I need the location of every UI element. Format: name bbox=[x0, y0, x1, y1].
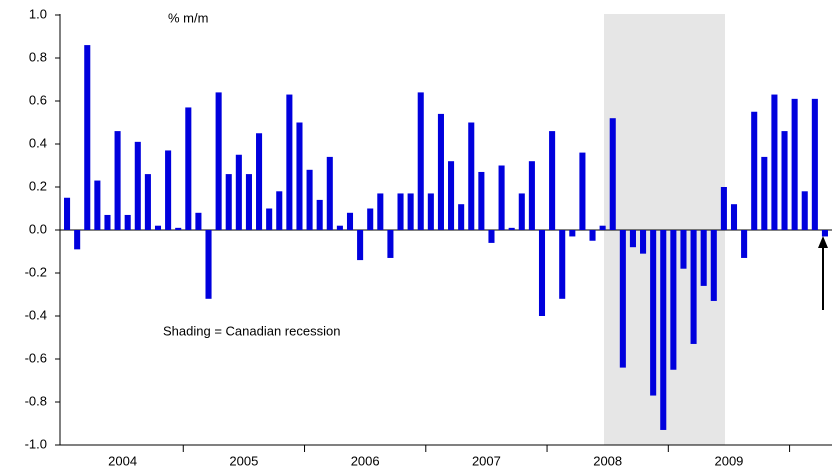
bar bbox=[690, 230, 697, 344]
bar bbox=[437, 113, 444, 230]
bar bbox=[175, 227, 182, 230]
bar bbox=[751, 111, 758, 230]
bar bbox=[579, 152, 586, 230]
bar bbox=[680, 230, 687, 269]
y-axis-label: % m/m bbox=[168, 10, 208, 25]
x-tick-label: 2004 bbox=[108, 453, 137, 468]
bar bbox=[549, 131, 556, 230]
bar bbox=[427, 193, 434, 230]
bar bbox=[165, 150, 172, 230]
bar bbox=[397, 193, 404, 230]
bar bbox=[569, 230, 576, 237]
bar bbox=[518, 193, 525, 230]
bar bbox=[94, 180, 101, 230]
bar bbox=[528, 161, 535, 230]
bar bbox=[478, 171, 485, 230]
bar bbox=[266, 208, 273, 230]
bar bbox=[154, 225, 162, 230]
bar bbox=[84, 45, 91, 230]
y-tick-label: -0.2 bbox=[25, 264, 47, 279]
bar bbox=[599, 225, 606, 230]
bar bbox=[417, 92, 424, 231]
bar bbox=[124, 214, 131, 230]
bar bbox=[245, 174, 252, 230]
y-tick-label: 0.0 bbox=[29, 221, 47, 236]
bar bbox=[771, 94, 778, 230]
x-tick-label: 2009 bbox=[714, 453, 743, 468]
bar bbox=[458, 204, 465, 230]
annotation: Shading = Canadian recession bbox=[163, 323, 340, 338]
bar bbox=[326, 156, 333, 230]
bar bbox=[811, 98, 818, 230]
x-tick-label: 2008 bbox=[593, 453, 622, 468]
bar bbox=[801, 191, 808, 230]
bar bbox=[367, 208, 374, 230]
y-tick-label: 1.0 bbox=[29, 6, 47, 21]
bar bbox=[589, 230, 596, 241]
bar bbox=[134, 141, 141, 230]
bar bbox=[508, 227, 515, 230]
bar bbox=[205, 230, 212, 299]
bar bbox=[821, 230, 828, 237]
bar bbox=[629, 230, 636, 248]
x-tick-label: 2007 bbox=[472, 453, 501, 468]
bar bbox=[377, 193, 384, 230]
bar bbox=[144, 174, 151, 230]
bar bbox=[286, 94, 293, 230]
bar bbox=[104, 214, 111, 230]
bar bbox=[74, 230, 81, 250]
bar bbox=[407, 193, 414, 230]
y-tick-label: -0.6 bbox=[25, 350, 47, 365]
y-tick-label: 0.2 bbox=[29, 178, 47, 193]
bar bbox=[660, 230, 667, 430]
bar bbox=[235, 154, 242, 230]
y-tick-label: -0.8 bbox=[25, 393, 47, 408]
y-tick-label: -1.0 bbox=[25, 436, 47, 451]
bar bbox=[670, 230, 677, 370]
bar bbox=[215, 92, 222, 231]
bar bbox=[710, 230, 717, 301]
bar bbox=[185, 107, 192, 230]
bar bbox=[559, 230, 566, 299]
bar bbox=[468, 122, 475, 230]
bar bbox=[114, 131, 121, 230]
bar bbox=[488, 230, 495, 243]
bar bbox=[640, 230, 647, 254]
bar bbox=[609, 118, 616, 230]
bar bbox=[700, 230, 707, 286]
bar bbox=[306, 169, 313, 230]
bar bbox=[619, 230, 626, 368]
bar bbox=[448, 161, 455, 230]
y-tick-label: -0.4 bbox=[25, 307, 47, 322]
bar bbox=[276, 191, 283, 230]
bar bbox=[720, 187, 727, 230]
bar bbox=[195, 212, 202, 230]
bar bbox=[357, 230, 364, 261]
x-tick-label: 2006 bbox=[351, 453, 380, 468]
bar bbox=[741, 230, 748, 258]
bar bbox=[538, 230, 546, 316]
bar bbox=[498, 165, 505, 230]
bar bbox=[781, 131, 788, 230]
bar bbox=[346, 212, 354, 230]
bar bbox=[730, 204, 738, 230]
bar bbox=[387, 230, 394, 258]
bar bbox=[791, 98, 798, 230]
bar bbox=[316, 199, 323, 230]
y-tick-label: 0.6 bbox=[29, 92, 47, 107]
bar bbox=[225, 174, 232, 230]
bar bbox=[650, 230, 657, 396]
bar bbox=[761, 156, 768, 230]
x-tick-label: 2005 bbox=[229, 453, 258, 468]
bar bbox=[296, 122, 303, 230]
bar bbox=[336, 225, 343, 230]
bar bbox=[256, 133, 263, 230]
bar bbox=[64, 197, 71, 230]
y-tick-label: 0.8 bbox=[29, 49, 47, 64]
arrow-head bbox=[818, 236, 828, 248]
y-tick-label: 0.4 bbox=[29, 135, 47, 150]
